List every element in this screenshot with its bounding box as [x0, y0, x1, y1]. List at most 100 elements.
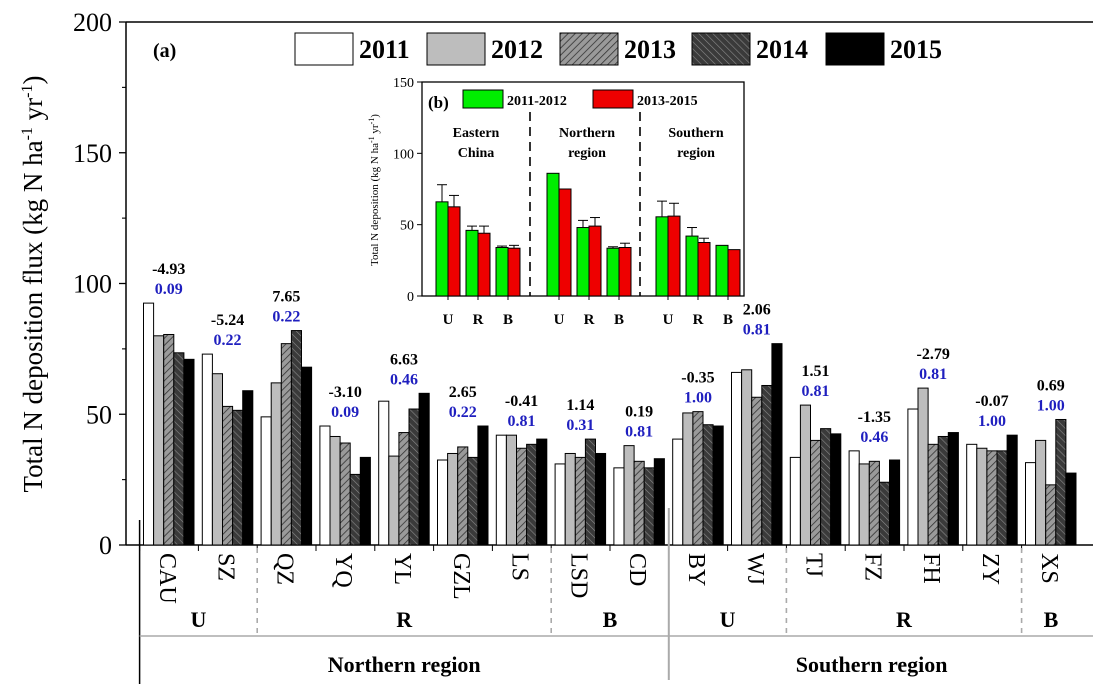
bar-2011-FZ — [848, 450, 860, 546]
bar-2013-YQ — [339, 442, 351, 546]
slope-annotation: 0.19 — [625, 404, 653, 421]
bar-2015-WJ — [771, 343, 783, 546]
group-label: B — [1044, 607, 1059, 632]
inset-y-tick-label: 150 — [393, 76, 414, 91]
bar-2013-QZ — [280, 343, 292, 546]
slope-annotation: -0.07 — [975, 393, 1008, 410]
x-tick-label: YL — [389, 553, 415, 585]
x-tick-label: GZL — [448, 553, 474, 600]
y-tick-label: 200 — [73, 8, 112, 37]
p-value-annotation: 0.09 — [331, 404, 359, 421]
bar-2015-SZ — [242, 390, 254, 546]
bar-2015-ZY — [1006, 434, 1018, 546]
bar-2011-YQ — [319, 425, 331, 546]
legend-label: 2014 — [756, 35, 808, 64]
legend-label: 2015 — [890, 35, 942, 64]
bar-2014-CAU — [173, 352, 185, 546]
legend-label: 2013 — [624, 35, 676, 64]
legend-label: 2011 — [359, 35, 410, 64]
slope-annotation: -2.79 — [916, 346, 949, 363]
inset-region-label-line2: region — [568, 146, 606, 161]
bar-2012-FZ — [858, 463, 870, 546]
inset-bar-2011-2012-0 — [435, 201, 449, 297]
bar-2015-YQ — [359, 456, 371, 546]
inset-legend-label: 2011-2012 — [507, 94, 567, 109]
region-label: Southern region — [796, 652, 948, 677]
p-value-annotation: 1.00 — [684, 390, 712, 407]
inset-bar-2011-2012-6 — [655, 216, 669, 297]
y-tick-label: 50 — [86, 400, 112, 429]
p-value-annotation: 0.81 — [508, 413, 536, 430]
x-tick-label: SZ — [213, 553, 239, 581]
y-tick-label: 0 — [99, 531, 112, 560]
x-tick-label: LSD — [565, 553, 591, 598]
x-tick-label: CAU — [154, 553, 180, 604]
inset-bar-2011-2012-7 — [685, 235, 699, 297]
legend-swatch-2013 — [559, 32, 619, 66]
bar-2014-CD — [643, 467, 655, 546]
y-axis-title-part: yr — [18, 98, 48, 127]
bar-2012-YQ — [329, 435, 341, 546]
bar-2011-LSD — [554, 463, 566, 546]
bar-2015-TJ — [830, 433, 842, 546]
inset-bar-2013-2015-4 — [588, 225, 602, 297]
bar-2012-XS — [1035, 439, 1047, 546]
slope-annotation: 0.69 — [1037, 377, 1065, 394]
bar-2012-QZ — [270, 382, 282, 546]
legend-label: 2012 — [491, 35, 543, 64]
slope-annotation: 2.06 — [743, 302, 771, 319]
inset-y-axis-title-part: Total N deposition (kg N ha — [369, 143, 381, 266]
bar-2011-CAU — [143, 302, 155, 546]
slope-annotation: 1.51 — [802, 363, 830, 380]
bar-2013-WJ — [751, 396, 763, 546]
bar-2014-LS — [526, 443, 538, 546]
bar-2012-CD — [623, 445, 635, 546]
legend-swatch-2014 — [691, 32, 751, 66]
bar-2011-GZL — [437, 459, 449, 546]
bar-2013-ZY — [986, 450, 998, 546]
bar-2015-FZ — [889, 459, 901, 546]
inset-y-axis-title-part: -1 — [367, 118, 376, 125]
bar-2014-YL — [408, 408, 420, 546]
p-value-annotation: 0.22 — [214, 332, 242, 349]
x-tick-label: FH — [918, 553, 944, 584]
slope-annotation: 6.63 — [390, 351, 418, 368]
bar-2014-BY — [702, 424, 714, 546]
bar-2015-CD — [653, 458, 665, 546]
bar-2011-CD — [613, 467, 625, 546]
p-value-annotation: 0.81 — [625, 424, 653, 441]
y-tick-label: 150 — [73, 139, 112, 168]
bar-2014-YQ — [349, 473, 361, 546]
inset-bar-2013-2015-5 — [618, 246, 632, 297]
bar-2015-CAU — [183, 358, 195, 546]
bar-2015-GZL — [477, 425, 489, 546]
x-tick-label: CD — [624, 553, 650, 586]
group-label: B — [603, 607, 618, 632]
inset-y-axis-title-part: ) — [369, 114, 381, 118]
slope-annotation: -0.35 — [681, 370, 714, 387]
inset-x-tick-label: B — [503, 312, 513, 328]
bar-2011-QZ — [260, 416, 272, 546]
p-value-annotation: 0.22 — [272, 309, 300, 326]
y-axis-title-part: Total N deposition flux (kg N ha — [18, 140, 48, 492]
inset-bar-2013-2015-6 — [667, 215, 681, 297]
bar-2012-LSD — [564, 452, 576, 546]
bar-2013-LSD — [574, 456, 586, 546]
slope-annotation: -3.10 — [328, 384, 361, 401]
p-value-annotation: 1.00 — [1037, 397, 1065, 414]
bar-2013-FH — [927, 443, 939, 546]
x-tick-label: WJ — [742, 553, 768, 585]
inset-y-tick-label: 50 — [400, 219, 414, 234]
inset-y-axis-title: Total N deposition (kg N ha-1 yr-1) — [367, 114, 381, 266]
bar-2014-QZ — [290, 330, 302, 546]
bar-2012-ZY — [976, 447, 988, 546]
inset-x-tick-label: B — [614, 312, 624, 328]
bar-2012-FH — [917, 387, 929, 546]
bar-2013-FZ — [868, 460, 880, 546]
bar-2013-TJ — [810, 439, 822, 546]
inset-bar-2013-2015-8 — [727, 249, 741, 297]
bar-2011-TJ — [789, 456, 801, 546]
x-tick-label: QZ — [271, 553, 297, 585]
bar-2011-ZY — [966, 443, 978, 546]
slope-annotation: -1.35 — [858, 409, 891, 426]
